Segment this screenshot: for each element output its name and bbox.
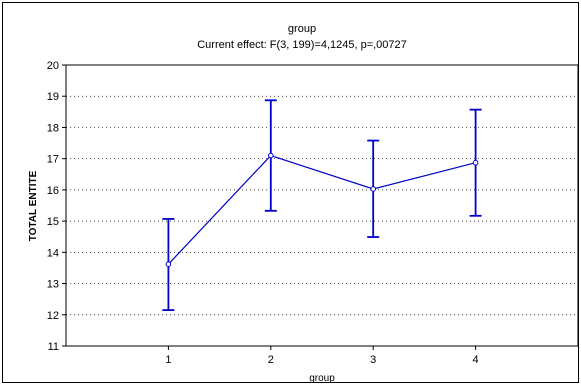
series-line [167,154,476,265]
y-tick-label: 17 [47,154,59,166]
y-tick-label: 16 [47,185,59,197]
y-tick-label: 20 [47,60,59,72]
series-layer [162,99,482,311]
y-tick-label: 18 [47,122,59,134]
grid-layer [66,95,578,316]
x-tick-label: 4 [473,354,479,366]
data-point [472,159,479,166]
x-tick-label: 2 [268,354,274,366]
data-point [165,261,172,267]
x-axis-title: group [309,373,335,384]
y-tick-label: 12 [47,310,59,322]
y-tick-label: 15 [47,216,59,228]
chart-svg: group Current effect: F(3, 199)=4,1245, … [28,23,579,384]
y-tick-label: 11 [48,341,59,353]
x-tick-label: 3 [370,354,376,366]
plot-area [65,64,579,347]
y-tick-label: 19 [47,91,59,103]
data-point [370,186,377,192]
chart-subtitle: Current effect: F(3, 199)=4,1245, p=,007… [197,39,407,51]
y-axis-title: TOTAL ENTITE [28,170,39,241]
y-tick-label: 13 [47,279,59,291]
chart-title: group [288,23,316,35]
y-tick-label: 14 [47,247,59,259]
data-point [268,152,274,159]
x-tick-label: 1 [165,354,171,366]
